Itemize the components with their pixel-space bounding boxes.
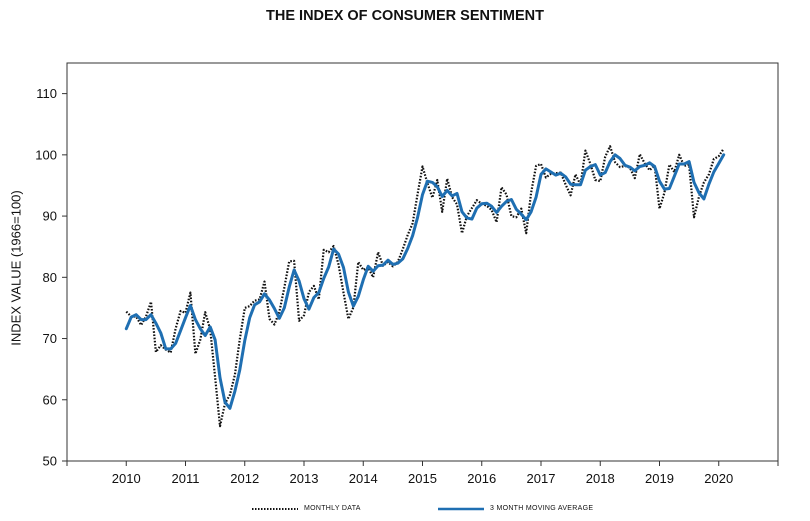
x-tick-label: 2015 <box>408 471 437 486</box>
x-tick-label: 2016 <box>467 471 496 486</box>
moving-average-line <box>124 153 726 410</box>
x-tick-label: 2020 <box>704 471 733 486</box>
legend-label-moving-average: 3 MONTH MOVING AVERAGE <box>490 505 594 512</box>
x-tick-label: 2017 <box>527 471 556 486</box>
legend-swatch-moving-average <box>438 507 484 510</box>
y-tick-label: 90 <box>43 209 57 224</box>
x-tick-label: 2014 <box>349 471 378 486</box>
x-tick-label: 2013 <box>290 471 319 486</box>
x-tick-label: 2011 <box>172 471 200 486</box>
x-tick-label: 2018 <box>586 471 615 486</box>
x-tick-label: 2019 <box>645 471 674 486</box>
x-tick-label: 2010 <box>112 471 141 486</box>
x-tick-label: 2012 <box>230 471 259 486</box>
legend-item-moving-average: 3 MONTH MOVING AVERAGE <box>438 505 593 512</box>
series-layer <box>124 145 726 428</box>
plot-area-frame <box>66 62 779 462</box>
y-tick-label: 80 <box>43 270 57 285</box>
x-axis: 2010 2011 2012 2013 2014 2015 2016 2017 2018 2019… <box>66 461 779 486</box>
y-tick-label: 70 <box>43 331 57 346</box>
monthly-data-line <box>125 145 725 428</box>
legend-label-monthly: MONTHLY DATA <box>304 505 361 512</box>
y-tick-label: 110 <box>36 86 57 101</box>
legend-swatch-monthly <box>252 507 298 510</box>
chart-title: THE INDEX OF CONSUMER SENTIMENT <box>266 8 544 24</box>
y-axis: 50 60 70 80 90 100 110 <box>35 86 67 469</box>
y-tick-label: 100 <box>35 147 57 162</box>
y-tick-label: 60 <box>43 392 57 407</box>
y-tick-label: 50 <box>43 454 57 469</box>
legend-item-monthly: MONTHLY DATA <box>252 505 361 512</box>
